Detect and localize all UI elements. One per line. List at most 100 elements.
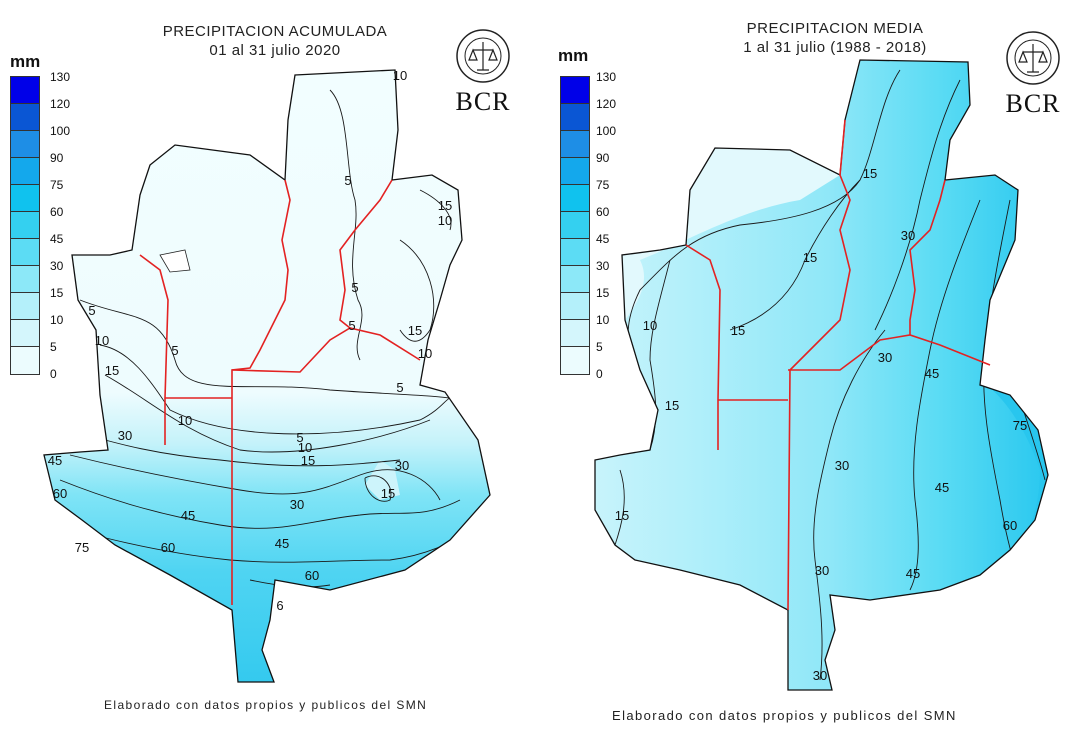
legend-swatch (561, 77, 589, 104)
legend-swatch (11, 347, 39, 374)
contour-label: 30 (815, 563, 829, 578)
map-credit: Elaborado con datos propios y publicos d… (612, 708, 957, 723)
contour-label: 15 (863, 166, 877, 181)
contour-label: 45 (925, 366, 939, 381)
contour-label: 30 (878, 350, 892, 365)
contour-label: 45 (48, 453, 62, 468)
legend-swatch (561, 239, 589, 266)
legend-tick: 120 (50, 97, 71, 111)
contour-label: 10 (643, 318, 657, 333)
contour-label: 10 (438, 213, 452, 228)
seal-icon (1006, 31, 1060, 85)
precipitation-map-mean: 15 30 15 10 15 30 45 15 75 30 45 60 15 4… (594, 59, 1049, 691)
contour-labels: 10 5 15 10 5 5 15 10 5 10 5 15 10 5 30 5… (48, 68, 452, 613)
contour-label: 5 (348, 318, 355, 333)
province-boundaries (139, 179, 421, 605)
legend-tick: 30 (50, 259, 64, 273)
legend-swatch (561, 293, 589, 320)
contour-label: 60 (305, 568, 319, 583)
contour-label: 15 (615, 508, 629, 523)
map-title: PRECIPITACION ACUMULADA 01 al 31 julio 2… (140, 22, 410, 60)
map-credit: Elaborado con datos propios y publicos d… (104, 698, 428, 712)
contour-labels: 15 30 15 10 15 30 45 15 75 30 45 60 15 4… (615, 166, 1027, 683)
legend-tick: 60 (596, 205, 610, 219)
contour-label: 5 (88, 303, 95, 318)
contour-label: 15 (665, 398, 679, 413)
contour-label: 10 (393, 68, 407, 83)
legend-tick: 130 (50, 70, 71, 84)
province-boundaries (685, 119, 991, 611)
legend-tick: 120 (596, 97, 617, 111)
legend-tick: 130 (596, 70, 617, 84)
legend-tick: 30 (596, 259, 610, 273)
logo-brand-text: BCR (455, 87, 511, 116)
contour-label: 10 (418, 346, 432, 361)
contour-label: 30 (835, 458, 849, 473)
contour-label: 10 (95, 333, 109, 348)
legend-tick: 45 (596, 232, 610, 246)
legend-tick: 75 (596, 178, 610, 192)
legend-swatch (561, 212, 589, 239)
legend-tick: 0 (50, 367, 57, 381)
legend-tick: 5 (596, 340, 603, 354)
legend-tick: 15 (596, 286, 610, 300)
map-title-line2: 1 al 31 julio (1988 - 2018) (743, 39, 927, 56)
legend-swatch (561, 266, 589, 293)
legend-swatch (11, 239, 39, 266)
legend-swatch (561, 185, 589, 212)
contour-label: 30 (118, 428, 132, 443)
contour-label: 45 (906, 566, 920, 581)
legend-swatch (11, 131, 39, 158)
legend-tick: 90 (596, 151, 610, 165)
color-legend (10, 76, 40, 375)
contour-label: 45 (181, 508, 195, 523)
legend-tick: 90 (50, 151, 64, 165)
contour-label: 5 (396, 380, 403, 395)
legend-swatch (11, 266, 39, 293)
legend-unit: mm (558, 46, 589, 65)
contour-label: 60 (53, 486, 67, 501)
legend-tick: 0 (596, 367, 603, 381)
contour-label: 30 (290, 497, 304, 512)
legend-tick: 45 (50, 232, 64, 246)
color-legend (560, 76, 590, 375)
contour-label: 75 (1013, 418, 1027, 433)
map-panel-mean: PRECIPITACION MEDIA 1 al 31 julio (1988 … (540, 0, 1068, 732)
legend-tick: 100 (50, 124, 71, 138)
contour-label: 15 (408, 323, 422, 338)
contour-label: 75 (75, 540, 89, 555)
legend-swatch (11, 320, 39, 347)
contour-label: 5 (171, 343, 178, 358)
precipitation-map-accumulated: 10 5 15 10 5 5 15 10 5 10 5 15 10 5 30 5… (43, 68, 491, 683)
shaded-precipitation (44, 70, 490, 682)
legend-swatch (11, 293, 39, 320)
legend-tick: 100 (596, 124, 617, 138)
contour-label: 15 (731, 323, 745, 338)
legend-tick: 5 (50, 340, 57, 354)
logo-brand-text: BCR (1005, 89, 1061, 118)
map-title-line1: PRECIPITACION MEDIA (746, 20, 924, 37)
contour-label: 5 (296, 430, 303, 445)
contour-label: 15 (105, 363, 119, 378)
contour-label: 15 (438, 198, 452, 213)
contour-label: 10 (178, 413, 192, 428)
legend-swatch (561, 347, 589, 374)
legend-unit: mm (10, 52, 41, 71)
legend-swatch (561, 158, 589, 185)
legend-swatch (11, 185, 39, 212)
legend-swatch (11, 158, 39, 185)
contour-label: 10 (298, 440, 312, 455)
legend-swatch (561, 131, 589, 158)
contour-label: 15 (381, 486, 395, 501)
seal-icon (456, 29, 510, 83)
map-title-line2: 01 al 31 julio 2020 (209, 42, 341, 59)
legend-tick: 60 (50, 205, 64, 219)
contour-label: 6 (276, 598, 283, 613)
legend-swatch (561, 320, 589, 347)
map-panel-accumulated: PRECIPITACION ACUMULADA 01 al 31 julio 2… (10, 22, 511, 712)
legend-swatch (11, 77, 39, 104)
isohyet-lines (614, 69, 1046, 681)
contour-label: 15 (803, 250, 817, 265)
contour-label: 45 (935, 480, 949, 495)
legend-swatch (11, 212, 39, 239)
